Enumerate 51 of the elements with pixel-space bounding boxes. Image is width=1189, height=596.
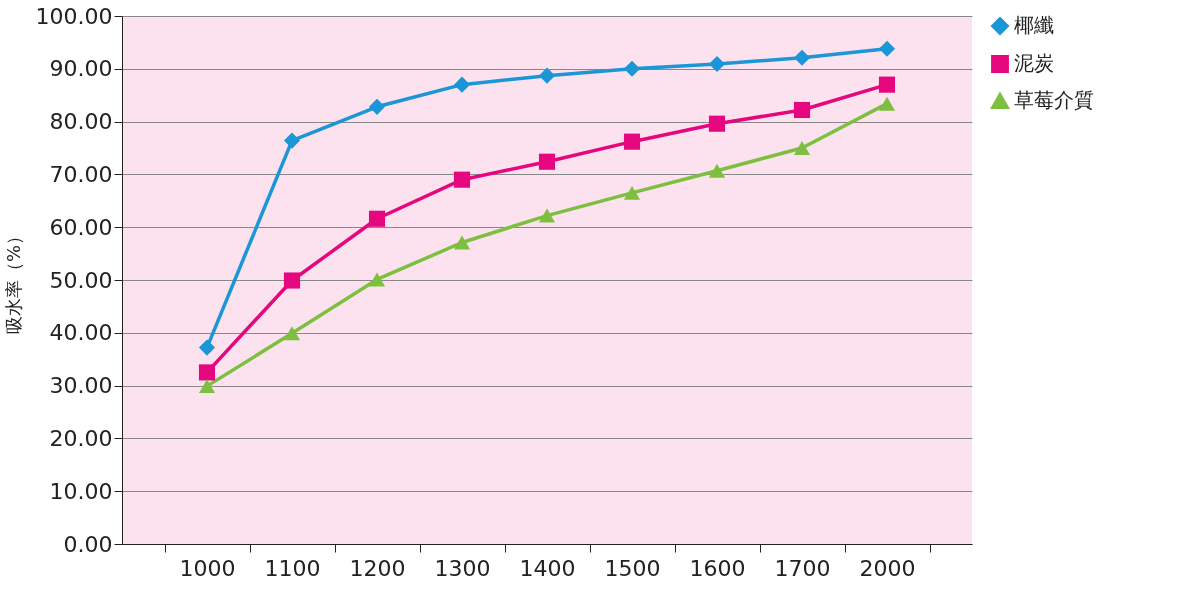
point xyxy=(198,364,216,381)
y-tick-label: 100.00 xyxy=(35,3,113,29)
y-tick-label: 80.00 xyxy=(49,109,113,135)
x-tick-label: 1400 xyxy=(519,555,576,581)
x-tick-label: 1500 xyxy=(604,555,661,581)
point xyxy=(538,153,556,170)
point xyxy=(283,272,301,289)
y-tick-label: 30.00 xyxy=(49,373,113,399)
y-tick-label: 10.00 xyxy=(49,478,113,504)
point xyxy=(453,171,471,188)
point xyxy=(453,76,471,93)
y-tick-label: 60.00 xyxy=(49,214,113,240)
y-tick-label: 40.00 xyxy=(49,320,113,346)
y-tick-label: 20.00 xyxy=(49,425,113,451)
point xyxy=(878,40,896,57)
point xyxy=(708,163,726,178)
point xyxy=(453,235,471,250)
point xyxy=(198,339,216,356)
x-tick-label: 1000 xyxy=(179,555,236,581)
y-tick-label: 70.00 xyxy=(49,161,113,187)
x-tick-label: 1600 xyxy=(689,555,746,581)
point xyxy=(283,132,301,149)
point xyxy=(283,326,301,341)
x-tick-label: 1700 xyxy=(774,555,831,581)
point xyxy=(793,141,811,155)
y-tick-label: 50.00 xyxy=(49,267,113,293)
point xyxy=(538,208,556,223)
point xyxy=(623,185,641,200)
x-tick-label: 1100 xyxy=(264,555,321,581)
point xyxy=(368,210,386,227)
x-tick-label: 1300 xyxy=(434,555,491,581)
y-tick-label: 0.00 xyxy=(63,531,113,557)
point xyxy=(198,379,216,394)
y-tick-label: 90.00 xyxy=(49,56,113,82)
point xyxy=(368,98,386,115)
point xyxy=(708,55,726,73)
point xyxy=(878,76,896,93)
x-tick-label: 2000 xyxy=(859,555,916,581)
y-axis-title: 吸水率（%） xyxy=(2,226,24,335)
legend-label: 草莓介質 xyxy=(1014,88,1094,112)
point xyxy=(878,96,896,111)
legend-label: 泥炭 xyxy=(1014,51,1054,75)
point xyxy=(623,60,641,77)
x-tick-label: 1200 xyxy=(349,555,406,581)
point xyxy=(538,67,556,84)
point xyxy=(623,133,641,150)
point xyxy=(708,115,726,132)
point xyxy=(793,49,811,66)
point xyxy=(368,272,386,287)
point xyxy=(793,101,811,119)
legend-label: 椰纖 xyxy=(1014,13,1054,37)
